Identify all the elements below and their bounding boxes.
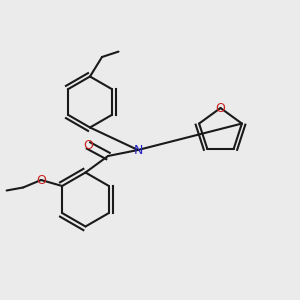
Text: O: O [84,139,93,152]
Text: O: O [216,101,225,115]
Text: O: O [36,173,46,187]
Text: N: N [133,143,143,157]
